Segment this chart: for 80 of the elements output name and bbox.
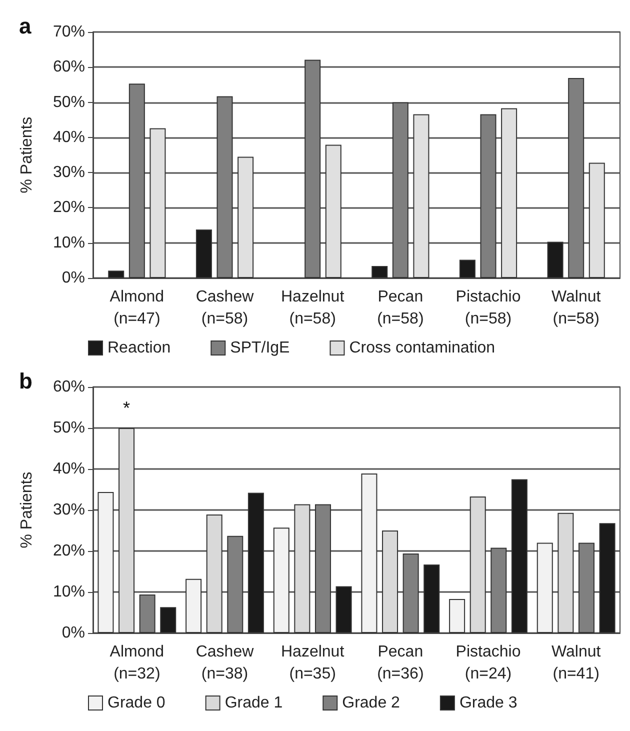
- x-tick-label: Almond (n=32): [110, 644, 164, 682]
- y-tick-label: 30%: [52, 502, 85, 518]
- bar: [361, 474, 378, 633]
- bar: [160, 607, 176, 633]
- bar: [459, 260, 476, 278]
- bar: [248, 492, 264, 633]
- x-tick-label: Pistachio (n=58): [456, 288, 521, 328]
- annotation: *: [123, 398, 130, 418]
- bar: [314, 504, 331, 633]
- bar: [372, 266, 388, 278]
- x-tick-label: Pistachio (n=24): [456, 644, 521, 682]
- legend-label: Grade 3: [459, 694, 518, 712]
- bar: [490, 548, 507, 633]
- legend-label: Grade 2: [342, 694, 400, 712]
- bar: [227, 536, 244, 633]
- bar: [402, 553, 419, 633]
- y-axis-title: % Patients: [18, 116, 36, 194]
- y-tick-label: 20%: [52, 199, 85, 216]
- bar: [294, 504, 310, 633]
- y-tick-label: 40%: [52, 460, 85, 478]
- bar: [588, 162, 605, 278]
- bar: [536, 542, 553, 633]
- y-tick-label: 50%: [52, 94, 85, 111]
- bar: [568, 78, 584, 278]
- bar: [578, 542, 594, 633]
- x-tick-label: Almond (n=47): [110, 288, 164, 328]
- bar: [413, 114, 430, 278]
- legend-label: Cross contamination: [349, 340, 496, 356]
- x-tick-label: Walnut (n=41): [551, 644, 602, 682]
- bar: [216, 96, 233, 278]
- x-tick-label: Cashew (n=58): [196, 288, 254, 328]
- y-tick-label: 0%: [62, 270, 85, 286]
- legend-label: Grade 0: [108, 694, 166, 712]
- chart-title: b: [19, 368, 32, 394]
- legend-label: SPT/IgE: [230, 340, 290, 356]
- x-tick-label: Pecan (n=36): [377, 644, 424, 682]
- y-axis-title: % Patients: [18, 472, 36, 548]
- bar: [449, 598, 466, 633]
- bar: [150, 128, 166, 278]
- bar: [501, 108, 518, 278]
- bar: [558, 512, 574, 633]
- bar: [238, 156, 254, 278]
- bar: [118, 428, 135, 633]
- x-tick-label: Pecan (n=58): [377, 288, 424, 328]
- bar: [599, 523, 616, 633]
- y-tick-label: 10%: [52, 234, 85, 252]
- x-tick-label: Hazelnut (n=58): [281, 288, 345, 328]
- y-tick-label: 50%: [52, 420, 85, 436]
- bar: [98, 492, 114, 633]
- bar: [273, 528, 290, 633]
- legend-label: Reaction: [108, 340, 171, 356]
- bar: [304, 60, 321, 278]
- bar: [196, 230, 212, 278]
- bar: [108, 270, 124, 278]
- bar: [206, 514, 222, 633]
- x-tick-label: Walnut (n=58): [551, 288, 602, 328]
- x-tick-label: Cashew (n=38): [196, 644, 254, 682]
- y-tick-label: 60%: [52, 58, 85, 76]
- bar: [382, 530, 398, 633]
- bar: [139, 594, 156, 633]
- chart-title: a: [19, 14, 32, 38]
- y-tick-label: 30%: [52, 164, 85, 182]
- bar: [336, 586, 352, 633]
- bar: [128, 84, 145, 278]
- bar: [325, 144, 342, 278]
- y-tick-label: 10%: [52, 584, 85, 600]
- bar: [547, 242, 564, 278]
- bar: [470, 496, 486, 633]
- y-tick-label: 60%: [52, 378, 85, 396]
- bar: [424, 564, 440, 633]
- y-tick-label: 0%: [62, 624, 85, 642]
- y-tick-label: 70%: [52, 24, 85, 40]
- bar: [480, 114, 496, 278]
- x-tick-label: Hazelnut (n=35): [281, 644, 345, 682]
- y-tick-label: 40%: [52, 128, 85, 146]
- bar: [392, 102, 408, 278]
- bar: [186, 578, 202, 633]
- legend-label: Grade 1: [224, 694, 283, 712]
- bar: [511, 479, 528, 633]
- y-tick-label: 20%: [52, 542, 85, 560]
